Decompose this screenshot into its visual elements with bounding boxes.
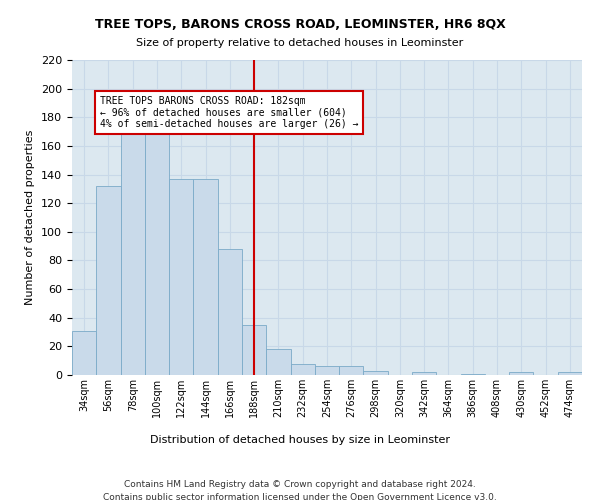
Text: Size of property relative to detached houses in Leominster: Size of property relative to detached ho…: [136, 38, 464, 48]
Text: Contains public sector information licensed under the Open Government Licence v3: Contains public sector information licen…: [103, 492, 497, 500]
Bar: [169, 179, 193, 375]
Text: TREE TOPS BARONS CROSS ROAD: 182sqm
← 96% of detached houses are smaller (604)
4: TREE TOPS BARONS CROSS ROAD: 182sqm ← 96…: [100, 96, 358, 129]
Bar: [461, 374, 485, 375]
Bar: [96, 186, 121, 375]
Bar: [339, 366, 364, 375]
Bar: [315, 366, 339, 375]
Bar: [290, 364, 315, 375]
Bar: [145, 124, 169, 375]
Text: TREE TOPS, BARONS CROSS ROAD, LEOMINSTER, HR6 8QX: TREE TOPS, BARONS CROSS ROAD, LEOMINSTER…: [95, 18, 505, 30]
Y-axis label: Number of detached properties: Number of detached properties: [25, 130, 35, 305]
Bar: [242, 325, 266, 375]
Text: Contains HM Land Registry data © Crown copyright and database right 2024.: Contains HM Land Registry data © Crown c…: [124, 480, 476, 489]
Bar: [509, 372, 533, 375]
Bar: [218, 249, 242, 375]
Bar: [364, 370, 388, 375]
Bar: [72, 330, 96, 375]
Bar: [121, 124, 145, 375]
Bar: [193, 179, 218, 375]
Bar: [412, 372, 436, 375]
Bar: [266, 349, 290, 375]
Bar: [558, 372, 582, 375]
Text: Distribution of detached houses by size in Leominster: Distribution of detached houses by size …: [150, 435, 450, 445]
